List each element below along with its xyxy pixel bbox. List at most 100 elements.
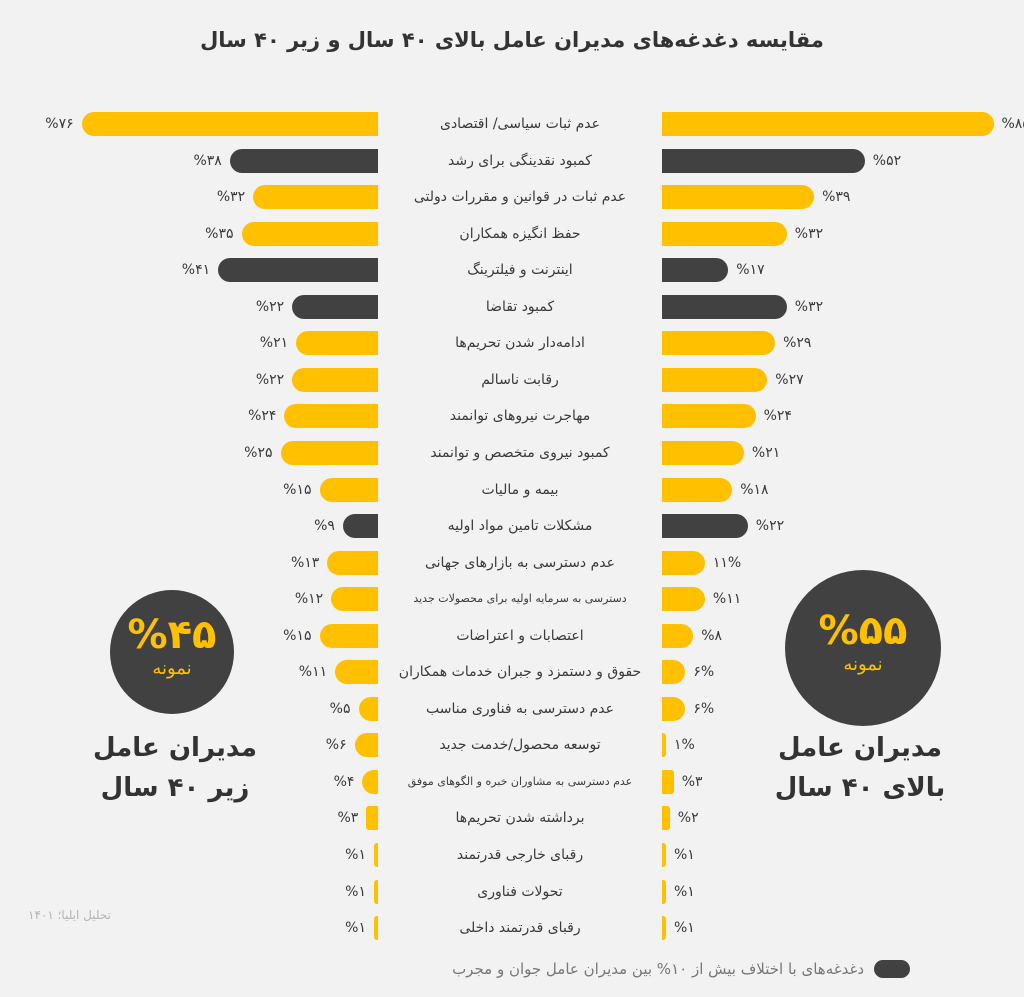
bar-over-40 [662, 843, 666, 867]
bar-over-40 [662, 806, 670, 831]
chart-row: %۵ عدم دسترسی به فناوری مناسب ۶% [0, 696, 1024, 721]
bar-over-40 [662, 112, 994, 136]
chart-row: %۳۵ حفظ انگیزه همکاران %۳۲ [0, 221, 1024, 246]
bar-under-40 [374, 843, 378, 867]
category-label: کمبود تقاضا [485, 298, 555, 315]
value-label-under-40: %۲۵ [244, 444, 273, 461]
value-label-under-40: %۴ [333, 773, 355, 790]
left-sample-badge: %۴۵ نمونه [110, 590, 234, 714]
right-sample-badge: %۵۵ نمونه [785, 570, 941, 726]
category-label: دسترسی به سرمایه اولیه برای محصولات جدید [413, 592, 627, 606]
value-label-over-40: ۱۱% [712, 554, 742, 571]
bar-under-40 [319, 623, 378, 648]
bar-under-40 [335, 660, 378, 685]
value-label-over-40: ۶% [693, 700, 715, 717]
bar-over-40 [662, 623, 694, 648]
category-label: کمبود نیروی متخصص و توانمند [430, 444, 610, 461]
bar-over-40 [662, 148, 865, 173]
value-label-under-40: %۳ [337, 810, 359, 827]
bar-under-40 [354, 733, 378, 758]
bar-over-40 [662, 477, 733, 502]
value-label-under-40: %۱۳ [290, 554, 320, 571]
value-label-under-40: %۱ [345, 847, 366, 863]
left-sample-percent: %۴۵ [127, 612, 217, 658]
value-label-over-40: %۸۵ [1001, 116, 1024, 132]
chart-row: %۴۱ اینترنت و فیلترینگ %۱۷ [0, 258, 1024, 283]
bar-over-40 [662, 660, 686, 685]
bar-over-40 [662, 367, 768, 392]
chart-title: مقایسه دغدغه‌های مدیران عامل بالای ۴۰ سا… [200, 28, 824, 52]
bar-under-40 [331, 587, 378, 612]
chart-row: %۱۵ بیمه و مالیات %۱۸ [0, 477, 1024, 502]
value-label-under-40: %۱ [345, 920, 366, 937]
value-label-under-40: %۹ [314, 518, 335, 535]
bar-under-40 [229, 148, 378, 173]
value-label-over-40: %۱ [674, 920, 695, 937]
bar-over-40 [662, 294, 787, 319]
right-group-title: مدیران عامل بالای ۴۰ سال [745, 728, 975, 808]
value-label-under-40: %۳۲ [216, 189, 246, 206]
value-label-under-40: %۶ [325, 737, 347, 754]
right-sample-percent: %۵۵ [818, 608, 908, 654]
value-label-over-40: %۲۴ [763, 408, 792, 425]
bar-over-40 [662, 916, 666, 941]
source-note: تحلیل ایلیا؛ ۱۴۰۱ [28, 908, 111, 922]
value-label-over-40: %۵۲ [872, 152, 902, 169]
bar-under-40 [374, 879, 378, 904]
chart-row: %۳۲ عدم ثبات در قوانین و مقررات دولتی %۳۹ [0, 185, 1024, 210]
category-label: رقبای قدرتمند داخلی [459, 920, 581, 937]
chart-row: %۷۶ عدم ثبات سیاسی/ اقتصادی %۸۵ [0, 112, 1024, 136]
chart-row: %۳۸ کمبود نقدینگی برای رشد %۵۲ [0, 148, 1024, 173]
bar-over-40 [662, 221, 787, 246]
bar-under-40 [218, 258, 378, 283]
chart-row: %۱۱ حقوق و دستمزد و جبران خدمات همکاران ۶% [0, 660, 1024, 685]
bar-over-40 [662, 331, 776, 356]
value-label-over-40: %۲۷ [775, 371, 804, 388]
bar-over-40 [662, 587, 705, 612]
chart-row: %۱ رقبای خارجی قدرتمند %۱ [0, 843, 1024, 867]
bar-under-40 [284, 404, 378, 429]
value-label-over-40: %۱۷ [736, 262, 765, 279]
bar-under-40 [296, 331, 378, 356]
category-label: عدم دسترسی به بازارهای جهانی [424, 554, 615, 571]
value-label-under-40: %۱۵ [283, 481, 312, 498]
bar-over-40 [662, 404, 756, 429]
category-label: حقوق و دستمزد و جبران خدمات همکاران [398, 664, 642, 681]
category-label: بیمه و مالیات [481, 481, 559, 498]
left-group-line2: زیر ۴۰ سال [100, 773, 250, 803]
value-label-over-40: %۳۲ [794, 298, 824, 315]
bar-under-40 [327, 550, 378, 575]
bar-under-40 [358, 696, 378, 721]
value-label-under-40: %۳۵ [205, 225, 234, 242]
right-group-line1: مدیران عامل [777, 733, 943, 763]
value-label-over-40: %۸ [701, 627, 723, 644]
legend-swatch [874, 960, 910, 978]
bar-under-40 [319, 477, 378, 502]
category-label: کمبود نقدینگی برای رشد [448, 152, 592, 169]
value-label-under-40: %۱۲ [294, 591, 324, 608]
category-label: توسعه محصول/خدمت جدید [439, 737, 601, 754]
value-label-under-40: %۱۱ [298, 664, 328, 681]
value-label-under-40: %۲۱ [259, 335, 289, 352]
left-sample-label: نمونه [152, 658, 192, 679]
category-label: ادامه‌دار شدن تحریم‌ها [455, 335, 585, 352]
bar-over-40 [662, 514, 748, 539]
category-label: رقبای خارجی قدرتمند [456, 847, 584, 863]
bar-over-40 [662, 440, 744, 465]
value-label-under-40: %۱۵ [283, 627, 312, 644]
value-label-over-40: %۳۹ [822, 189, 851, 206]
chart-row: %۱۲ دسترسی به سرمایه اولیه برای محصولات ج… [0, 587, 1024, 612]
bar-under-40 [366, 806, 378, 831]
value-label-over-40: %۲۹ [783, 335, 812, 352]
chart-row: %۱ رقبای قدرتمند داخلی %۱ [0, 916, 1024, 941]
value-label-over-40: %۳۲ [794, 225, 824, 242]
value-label-over-40: %۲۱ [751, 444, 781, 461]
value-label-over-40: %۱۸ [740, 481, 769, 498]
chart-row: %۳ برداشته شدن تحریم‌ها %۲ [0, 806, 1024, 831]
bar-over-40 [662, 550, 705, 575]
category-label: عدم ثبات در قوانین و مقررات دولتی [413, 189, 627, 206]
bar-under-40 [292, 294, 378, 319]
bar-over-40 [662, 696, 686, 721]
right-sample-label: نمونه [843, 654, 883, 675]
chart-row: %۲۱ ادامه‌دار شدن تحریم‌ها %۲۹ [0, 331, 1024, 356]
